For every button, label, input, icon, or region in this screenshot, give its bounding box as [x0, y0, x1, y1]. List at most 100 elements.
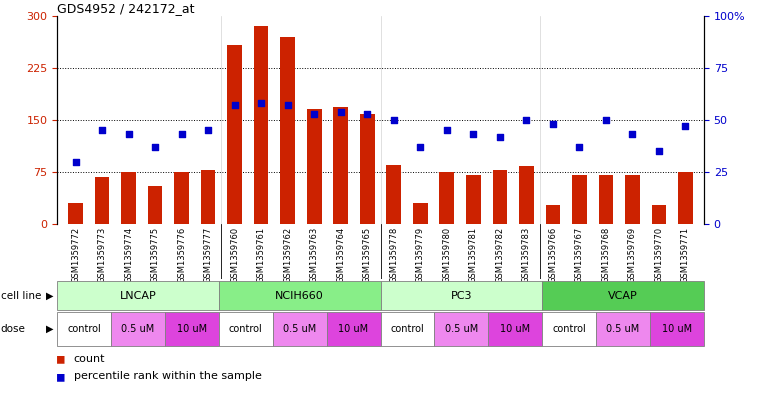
Bar — [650, 312, 704, 346]
Text: NCIH660: NCIH660 — [275, 291, 324, 301]
Point — [653, 148, 665, 154]
Text: GDS4952 / 242172_at: GDS4952 / 242172_at — [57, 2, 195, 15]
Text: ▶: ▶ — [46, 324, 53, 334]
Bar — [254, 26, 269, 224]
Text: VCAP: VCAP — [608, 291, 638, 301]
Bar — [440, 172, 454, 224]
Bar — [572, 175, 587, 224]
Text: ▶: ▶ — [46, 291, 53, 301]
Text: GSM1359778: GSM1359778 — [390, 227, 398, 283]
Bar — [228, 45, 242, 224]
Bar — [651, 205, 666, 224]
Bar — [599, 175, 613, 224]
Bar — [546, 205, 560, 224]
Point — [282, 102, 294, 108]
Text: GSM1359782: GSM1359782 — [495, 227, 505, 283]
Point — [441, 127, 453, 133]
Bar — [68, 203, 83, 224]
Text: 10 uM: 10 uM — [339, 324, 368, 334]
Text: LNCAP: LNCAP — [119, 291, 156, 301]
Point — [573, 144, 585, 150]
Text: GSM1359766: GSM1359766 — [549, 227, 557, 283]
Bar — [519, 166, 533, 224]
Text: 10 uM: 10 uM — [500, 324, 530, 334]
Text: GSM1359775: GSM1359775 — [151, 227, 160, 283]
Point — [387, 117, 400, 123]
Point — [546, 121, 559, 127]
Bar — [57, 312, 111, 346]
Bar — [625, 175, 640, 224]
Text: 0.5 uM: 0.5 uM — [121, 324, 154, 334]
Point — [680, 123, 692, 129]
Text: GSM1359762: GSM1359762 — [283, 227, 292, 283]
Text: GSM1359780: GSM1359780 — [442, 227, 451, 283]
Text: 0.5 uM: 0.5 uM — [607, 324, 640, 334]
Bar — [121, 172, 136, 224]
Point — [494, 133, 506, 140]
Point — [69, 158, 81, 165]
Point — [626, 131, 638, 138]
Bar — [596, 312, 650, 346]
Text: ■: ■ — [57, 370, 72, 383]
Point — [335, 108, 347, 115]
Text: GSM1359765: GSM1359765 — [363, 227, 371, 283]
Text: control: control — [229, 324, 263, 334]
Text: control: control — [67, 324, 101, 334]
Text: control: control — [390, 324, 425, 334]
Text: 10 uM: 10 uM — [662, 324, 692, 334]
Bar — [95, 177, 110, 224]
Point — [414, 144, 426, 150]
Point — [123, 131, 135, 138]
Bar — [272, 312, 326, 346]
Point — [149, 144, 161, 150]
Text: GSM1359783: GSM1359783 — [522, 227, 531, 283]
Text: GSM1359776: GSM1359776 — [177, 227, 186, 283]
Point — [467, 131, 479, 138]
Point — [96, 127, 108, 133]
Text: GSM1359764: GSM1359764 — [336, 227, 345, 283]
Bar — [326, 312, 380, 346]
Bar — [219, 312, 272, 346]
Text: GSM1359774: GSM1359774 — [124, 227, 133, 283]
Text: ■: ■ — [57, 352, 72, 365]
Text: GSM1359779: GSM1359779 — [416, 227, 425, 283]
Bar — [174, 172, 189, 224]
Text: GSM1359771: GSM1359771 — [681, 227, 690, 283]
Bar — [111, 312, 165, 346]
Text: 0.5 uM: 0.5 uM — [444, 324, 478, 334]
Bar — [360, 114, 374, 224]
Bar — [387, 165, 401, 224]
Bar — [380, 281, 542, 310]
Point — [176, 131, 188, 138]
Point — [255, 100, 267, 107]
Bar — [219, 281, 380, 310]
Point — [521, 117, 533, 123]
Text: GSM1359781: GSM1359781 — [469, 227, 478, 283]
Text: GSM1359763: GSM1359763 — [310, 227, 319, 283]
Bar — [543, 312, 596, 346]
Bar — [543, 281, 704, 310]
Text: GSM1359760: GSM1359760 — [230, 227, 239, 283]
Point — [308, 110, 320, 117]
Text: GSM1359777: GSM1359777 — [204, 227, 212, 283]
Text: GSM1359772: GSM1359772 — [71, 227, 80, 283]
Text: GSM1359761: GSM1359761 — [256, 227, 266, 283]
Bar — [678, 172, 693, 224]
Bar — [280, 37, 295, 224]
Bar — [165, 312, 219, 346]
Text: GSM1359767: GSM1359767 — [575, 227, 584, 283]
Text: GSM1359768: GSM1359768 — [601, 227, 610, 283]
Point — [361, 110, 374, 117]
Bar — [380, 312, 435, 346]
Text: dose: dose — [1, 324, 26, 334]
Text: GSM1359773: GSM1359773 — [97, 227, 107, 283]
Point — [600, 117, 612, 123]
Text: PC3: PC3 — [451, 291, 472, 301]
Bar — [201, 170, 215, 224]
Bar — [466, 175, 481, 224]
Point — [202, 127, 215, 133]
Text: percentile rank within the sample: percentile rank within the sample — [74, 371, 262, 381]
Text: count: count — [74, 354, 105, 364]
Text: control: control — [552, 324, 586, 334]
Text: GSM1359769: GSM1359769 — [628, 227, 637, 283]
